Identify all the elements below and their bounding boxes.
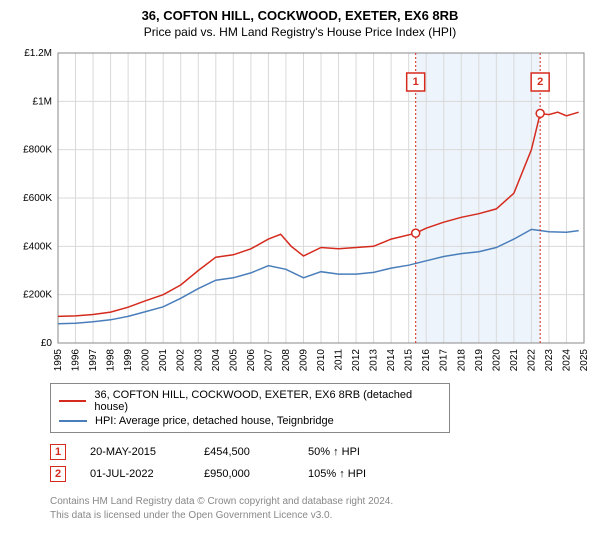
x-tick-label: 1997: [88, 349, 99, 372]
x-tick-label: 2005: [228, 349, 239, 372]
transaction-date: 01-JUL-2022: [90, 468, 180, 480]
chart-footer: Contains HM Land Registry data © Crown c…: [50, 495, 584, 522]
x-tick-label: 2011: [334, 349, 345, 371]
x-tick-label: 2019: [474, 349, 485, 372]
x-tick-label: 2024: [561, 349, 572, 372]
transaction-row: 2 01-JUL-2022 £950,000 105% ↑ HPI: [50, 463, 584, 485]
x-tick-label: 2012: [351, 349, 362, 372]
x-tick-label: 2022: [526, 349, 537, 372]
x-tick-label: 2020: [491, 349, 502, 372]
x-tick-label: 2025: [579, 349, 590, 372]
y-tick-label: £1.2M: [24, 48, 52, 59]
legend-item: HPI: Average price, detached house, Teig…: [59, 414, 441, 428]
x-tick-label: 2023: [544, 349, 555, 372]
x-tick-label: 2021: [509, 349, 520, 372]
x-tick-label: 2015: [404, 349, 415, 372]
x-tick-label: 1995: [53, 349, 64, 372]
x-tick-label: 2008: [281, 349, 292, 372]
footer-line-2: This data is licensed under the Open Gov…: [50, 509, 584, 523]
marker-box-label: 1: [413, 76, 419, 88]
transaction-index-box: 2: [50, 466, 66, 482]
legend-label: HPI: Average price, detached house, Teig…: [95, 415, 334, 427]
legend-swatch: [59, 400, 86, 402]
legend-label: 36, COFTON HILL, COCKWOOD, EXETER, EX6 8…: [94, 389, 441, 413]
transaction-date: 20-MAY-2015: [90, 446, 180, 458]
chart-container: 36, COFTON HILL, COCKWOOD, EXETER, EX6 8…: [0, 0, 600, 528]
x-tick-label: 2018: [456, 349, 467, 372]
footer-line-1: Contains HM Land Registry data © Crown c…: [50, 495, 584, 509]
transaction-row: 1 20-MAY-2015 £454,500 50% ↑ HPI: [50, 441, 584, 463]
x-tick-label: 2013: [369, 349, 380, 372]
transaction-price: £454,500: [204, 446, 284, 458]
line-chart-svg: £0 £200K £400K £600K £800K £1M £1.2M 1995 1996 19…: [10, 45, 590, 375]
chart-subtitle: Price paid vs. HM Land Registry's House …: [10, 25, 590, 39]
x-tick-label: 2007: [263, 349, 274, 372]
marker-dot: [412, 229, 420, 237]
x-tick-label: 2010: [316, 349, 327, 372]
x-tick-label: 2001: [158, 349, 169, 372]
x-tick-label: 1999: [123, 349, 134, 372]
x-tick-label: 1998: [106, 349, 117, 372]
x-tick-label: 2014: [386, 349, 397, 372]
transaction-pct: 105% ↑ HPI: [308, 468, 418, 480]
x-tick-label: 2002: [176, 349, 187, 372]
transactions-table: 1 20-MAY-2015 £454,500 50% ↑ HPI 2 01-JUL-202…: [50, 441, 584, 485]
x-tick-label: 2003: [193, 349, 204, 372]
chart-title: 36, COFTON HILL, COCKWOOD, EXETER, EX6 8…: [10, 8, 590, 23]
y-tick-label: £800K: [23, 145, 52, 156]
y-tick-label: £400K: [23, 241, 52, 252]
y-tick-label: £0: [41, 338, 53, 349]
y-tick-label: £1M: [33, 96, 52, 107]
y-tick-label: £600K: [23, 193, 52, 204]
marker-dot: [536, 109, 544, 117]
x-tick-label: 2016: [421, 349, 432, 372]
chart-plot-area: £0 £200K £400K £600K £800K £1M £1.2M 1995 1996 19…: [10, 45, 590, 375]
chart-legend: 36, COFTON HILL, COCKWOOD, EXETER, EX6 8…: [50, 383, 450, 433]
legend-item: 36, COFTON HILL, COCKWOOD, EXETER, EX6 8…: [59, 388, 441, 414]
transaction-price: £950,000: [204, 468, 284, 480]
transaction-index-box: 1: [50, 444, 66, 460]
x-tick-label: 2006: [246, 349, 257, 372]
marker-box-label: 2: [537, 76, 543, 88]
legend-swatch: [59, 420, 87, 422]
x-tick-label: 2009: [298, 349, 309, 372]
transaction-pct: 50% ↑ HPI: [308, 446, 418, 458]
x-tick-label: 1996: [71, 349, 82, 372]
x-tick-label: 2004: [211, 349, 222, 372]
x-tick-label: 2017: [439, 349, 450, 372]
chart-titles: 36, COFTON HILL, COCKWOOD, EXETER, EX6 8…: [10, 8, 590, 39]
x-tick-label: 2000: [141, 349, 152, 372]
y-tick-label: £200K: [23, 290, 52, 301]
